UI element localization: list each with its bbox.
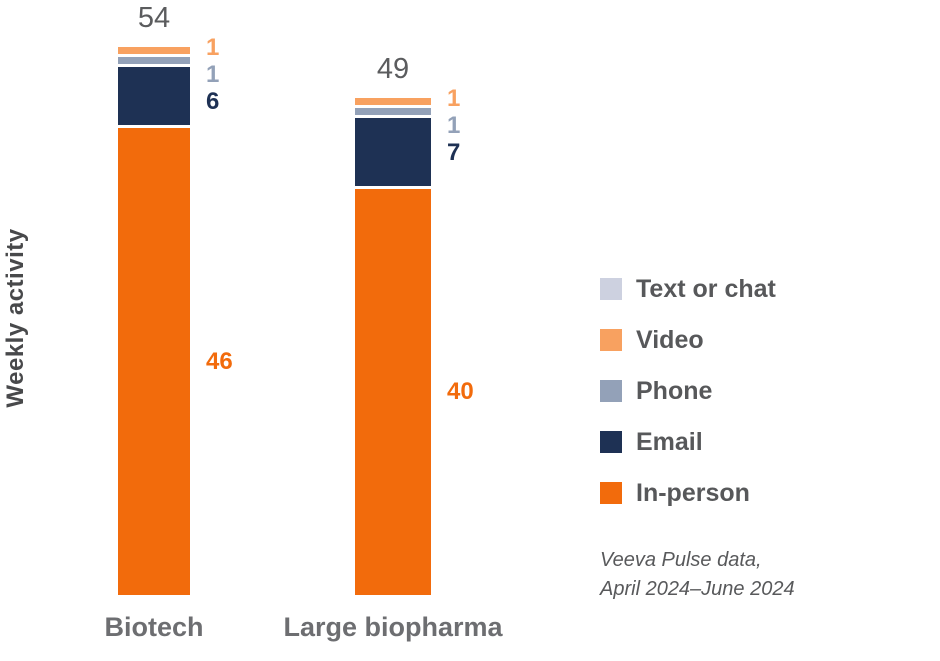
stacked-bar-biotech: [118, 46, 190, 595]
source-line-1: Veeva Pulse data,: [600, 549, 762, 571]
legend-label-phone: Phone: [636, 377, 713, 405]
legend-swatch-text-or-chat: [600, 278, 622, 300]
value-label-video: 1: [206, 33, 220, 61]
y-axis-label: Weekly activity: [2, 228, 29, 408]
legend-label-video: Video: [636, 326, 704, 354]
value-label-email: 7: [447, 139, 461, 167]
chart-legend: Text or chat Video Phone Email In-person: [600, 276, 776, 506]
legend-item-in-person: In-person: [600, 480, 776, 506]
category-label-biotech: Biotech: [104, 612, 204, 642]
stacked-bar-large-biopharma: [355, 97, 431, 595]
value-label-in-person: 46: [206, 347, 233, 375]
legend-swatch-video: [600, 329, 622, 351]
legend-item-video: Video: [600, 327, 776, 353]
bar-total-label-large-biopharma: 49: [376, 52, 410, 85]
segment-video: [118, 46, 190, 58]
bar-total-label-biotech: 54: [137, 1, 171, 34]
legend-swatch-phone: [600, 380, 622, 402]
segment-email: [355, 117, 431, 189]
source-note: Veeva Pulse data, April 2024–June 2024: [600, 546, 795, 604]
value-label-in-person: 40: [447, 378, 474, 405]
value-label-phone: 1: [447, 111, 461, 139]
segment-video: [355, 97, 431, 108]
category-label-large-biopharma: Large biopharma: [283, 612, 503, 642]
legend-swatch-in-person: [600, 482, 622, 504]
legend-label-text-or-chat: Text or chat: [636, 275, 776, 303]
value-label-phone: 1: [206, 60, 220, 88]
segment-in-person: [355, 188, 431, 595]
segment-phone: [355, 107, 431, 118]
legend-swatch-email: [600, 431, 622, 453]
value-label-email: 6: [206, 87, 220, 115]
legend-label-in-person: In-person: [636, 479, 750, 507]
source-line-2: April 2024–June 2024: [600, 578, 795, 600]
legend-item-text-or-chat: Text or chat: [600, 276, 776, 302]
legend-item-email: Email: [600, 429, 776, 455]
segment-email: [118, 67, 190, 129]
legend-item-phone: Phone: [600, 378, 776, 404]
legend-label-email: Email: [636, 428, 703, 456]
segment-in-person: [118, 128, 190, 595]
segment-phone: [118, 57, 190, 68]
value-label-video: 1: [447, 84, 461, 112]
